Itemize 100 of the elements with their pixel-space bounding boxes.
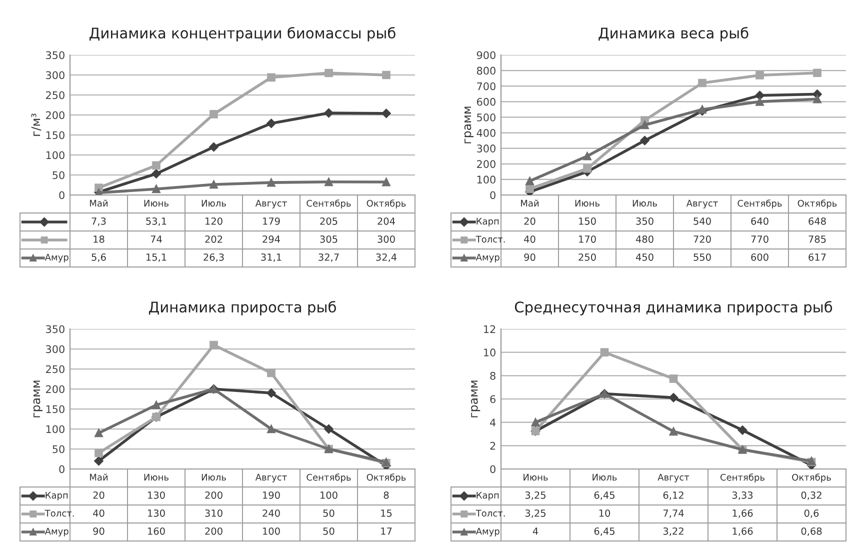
- x-tick-label: Август: [658, 474, 690, 482]
- legend-label: Карп: [46, 492, 68, 500]
- data-label: 17: [381, 528, 392, 535]
- y-tick-label: 6: [490, 395, 496, 404]
- legend-label: Толст.: [44, 510, 74, 517]
- x-tick-label: Сентябрь: [306, 200, 351, 208]
- data-label: 6,45: [594, 527, 614, 536]
- legend-label: Толст.: [476, 510, 505, 517]
- data-label: 450: [636, 253, 654, 261]
- data-label: 179: [263, 217, 280, 225]
- data-label: 4: [532, 528, 538, 535]
- data-label: 240: [262, 509, 280, 517]
- y-tick-label: 50: [52, 171, 64, 180]
- data-label: 160: [148, 527, 165, 535]
- data-label: 3,22: [663, 527, 684, 536]
- y-tick-label: 200: [46, 385, 64, 394]
- data-label: 0,68: [801, 527, 822, 536]
- legend-label: Амур: [44, 528, 68, 536]
- data-label: 40: [93, 509, 104, 517]
- x-tick-label: Август: [255, 200, 287, 208]
- y-tick-label: 12: [484, 325, 496, 333]
- legend-label: Амур: [476, 528, 500, 536]
- data-label: 205: [320, 217, 338, 225]
- y-tick-label: 4: [490, 418, 496, 426]
- data-label: 617: [808, 253, 826, 261]
- data-label: 3,25: [525, 491, 546, 500]
- y-tick-label: 0: [59, 465, 64, 474]
- y-tick-label: 300: [46, 345, 64, 354]
- data-label: 74: [150, 236, 162, 243]
- data-label: 200: [205, 491, 222, 499]
- data-label: 32,7: [318, 253, 339, 262]
- x-tick-label: Сентябрь: [306, 474, 351, 482]
- data-label: 90: [524, 253, 536, 261]
- x-tick-label: Сентябрь: [738, 200, 782, 208]
- legend-label: Амур: [476, 254, 500, 262]
- data-label: 130: [148, 491, 165, 499]
- y-tick-label: 900: [476, 51, 496, 60]
- y-tick-label: 350: [46, 325, 64, 334]
- data-label: 150: [579, 217, 596, 225]
- x-tick-label: Октябрь: [798, 200, 837, 208]
- data-label: 0,6: [804, 509, 819, 518]
- chart-title: Динамика концентрации биомассы рыб: [90, 27, 396, 42]
- chart-title: Динамика веса рыб: [598, 27, 748, 42]
- y-tick-label: 0: [490, 191, 496, 200]
- data-label: 480: [636, 235, 654, 243]
- y-tick-label: 400: [476, 129, 496, 137]
- y-tick-label: 800: [476, 66, 496, 75]
- data-label: 100: [320, 491, 338, 499]
- data-label: 305: [320, 235, 338, 243]
- data-label: 250: [578, 253, 596, 261]
- y-tick-label: 10: [484, 348, 496, 356]
- y-tick-label: 600: [476, 98, 496, 106]
- y-tick-label: 700: [477, 82, 496, 90]
- data-label: 7,74: [663, 510, 684, 518]
- data-label: 90: [93, 527, 104, 535]
- y-tick-label: 0: [490, 465, 496, 474]
- data-label: 15: [381, 510, 392, 517]
- y-tick-label: 100: [46, 425, 64, 434]
- data-label: 18: [94, 235, 104, 243]
- data-label: 3,25: [525, 509, 546, 518]
- legend-label: Карп: [476, 492, 499, 500]
- y-tick-label: 200: [477, 160, 496, 168]
- legend-label: Карп: [476, 218, 499, 226]
- data-label: 8: [384, 491, 389, 499]
- data-label: 53,1: [146, 217, 166, 226]
- data-label: 15,1: [146, 254, 166, 262]
- chart-title: Динамика прироста рыб: [148, 301, 336, 316]
- data-label: 640: [751, 217, 768, 225]
- data-label: 0,32: [801, 491, 822, 500]
- data-label: 200: [205, 527, 222, 535]
- y-tick-label: 300: [46, 71, 64, 80]
- data-label: 350: [636, 217, 654, 225]
- y-tick-label: 100: [477, 176, 496, 184]
- y-axis-title: г/м³: [31, 114, 42, 136]
- data-label: 20: [93, 491, 104, 499]
- x-tick-label: Июнь: [524, 474, 548, 481]
- y-axis-title: грамм: [464, 106, 474, 144]
- legend-label: Толст.: [476, 236, 505, 243]
- data-label: 120: [206, 217, 222, 225]
- data-label: 785: [808, 235, 826, 243]
- x-tick-label: Август: [686, 200, 718, 208]
- data-label: 10: [599, 509, 610, 517]
- x-tick-label: Июль: [632, 200, 657, 207]
- y-axis-title: грамм: [471, 380, 480, 418]
- data-label: 720: [694, 235, 711, 243]
- x-tick-label: Октябрь: [366, 474, 406, 482]
- y-tick-label: 8: [490, 372, 496, 380]
- data-label: 648: [808, 217, 826, 225]
- data-label: 7,3: [92, 217, 106, 226]
- data-label: 600: [751, 253, 768, 261]
- data-label: 32,4: [376, 253, 397, 262]
- y-tick-label: 150: [46, 405, 64, 414]
- data-label: 3,33: [732, 491, 753, 500]
- data-label: 1,66: [732, 509, 753, 518]
- x-tick-label: Сентябрь: [720, 474, 764, 482]
- data-label: 40: [524, 235, 536, 243]
- data-label: 294: [262, 235, 280, 243]
- data-label: 204: [378, 217, 395, 225]
- x-tick-label: Май: [90, 200, 108, 207]
- y-tick-label: 150: [46, 131, 64, 140]
